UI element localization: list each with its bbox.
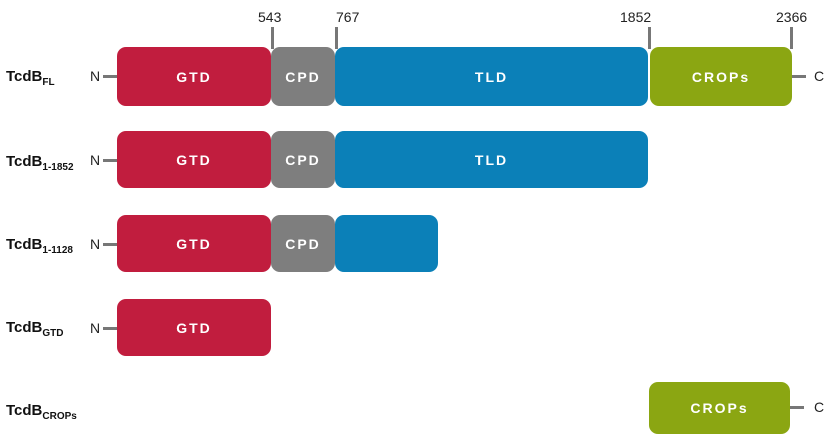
gtd-domain: GTD: [117, 299, 271, 356]
cpd-domain: CPD: [271, 215, 335, 272]
crops-domain: CROPs: [650, 47, 792, 106]
tick-1852: [648, 27, 651, 49]
position-543: 543: [258, 9, 282, 25]
row-label-tcdb-1-1852: TcdB1-1852: [6, 153, 74, 173]
tld-domain: TLD: [335, 131, 648, 188]
row-name: TcdB: [6, 153, 43, 170]
n-terminus: N: [90, 68, 101, 84]
gtd-domain: GTD: [117, 131, 271, 188]
tld-domain-partial: [335, 215, 438, 272]
c-terminus-stub: [792, 75, 806, 78]
row-subscript: GTD: [42, 328, 64, 339]
row-subscript: CROPs: [42, 411, 77, 422]
row-subscript: 1-1852: [42, 162, 74, 173]
gtd-domain: GTD: [117, 215, 271, 272]
row-name: TcdB: [6, 68, 43, 85]
n-terminus-stub: [103, 243, 117, 246]
n-terminus: N: [90, 152, 101, 168]
tld-domain: TLD: [335, 47, 648, 106]
row-subscript: 1-1128: [42, 245, 73, 256]
row-label-tcdb-1-1128: TcdB1-1128: [6, 236, 73, 256]
tick-2366: [790, 27, 793, 49]
tick-543: [271, 27, 274, 49]
row-name: TcdB: [6, 236, 43, 253]
position-1852: 1852: [620, 9, 652, 25]
n-terminus-stub: [103, 75, 117, 78]
row-label-tcdb-gtd: TcdBGTD: [6, 319, 64, 339]
row-label-tcdb-crops: TcdBCROPs: [6, 402, 77, 422]
row-label-tcdb-fl: TcdBFL: [6, 68, 55, 88]
c-terminus-stub: [790, 406, 804, 409]
n-terminus-stub: [103, 327, 117, 330]
cpd-domain: CPD: [271, 131, 335, 188]
row-subscript: FL: [42, 77, 55, 88]
c-terminus: C: [814, 399, 825, 415]
n-terminus: N: [90, 320, 101, 336]
cpd-domain: CPD: [271, 47, 335, 106]
position-2366: 2366: [776, 9, 808, 25]
crops-domain: CROPs: [649, 382, 790, 434]
position-767: 767: [336, 9, 360, 25]
row-name: TcdB: [6, 402, 43, 419]
n-terminus: N: [90, 236, 101, 252]
c-terminus: C: [814, 68, 825, 84]
row-name: TcdB: [6, 319, 43, 336]
tick-767: [335, 27, 338, 49]
gtd-domain: GTD: [117, 47, 271, 106]
n-terminus-stub: [103, 159, 117, 162]
